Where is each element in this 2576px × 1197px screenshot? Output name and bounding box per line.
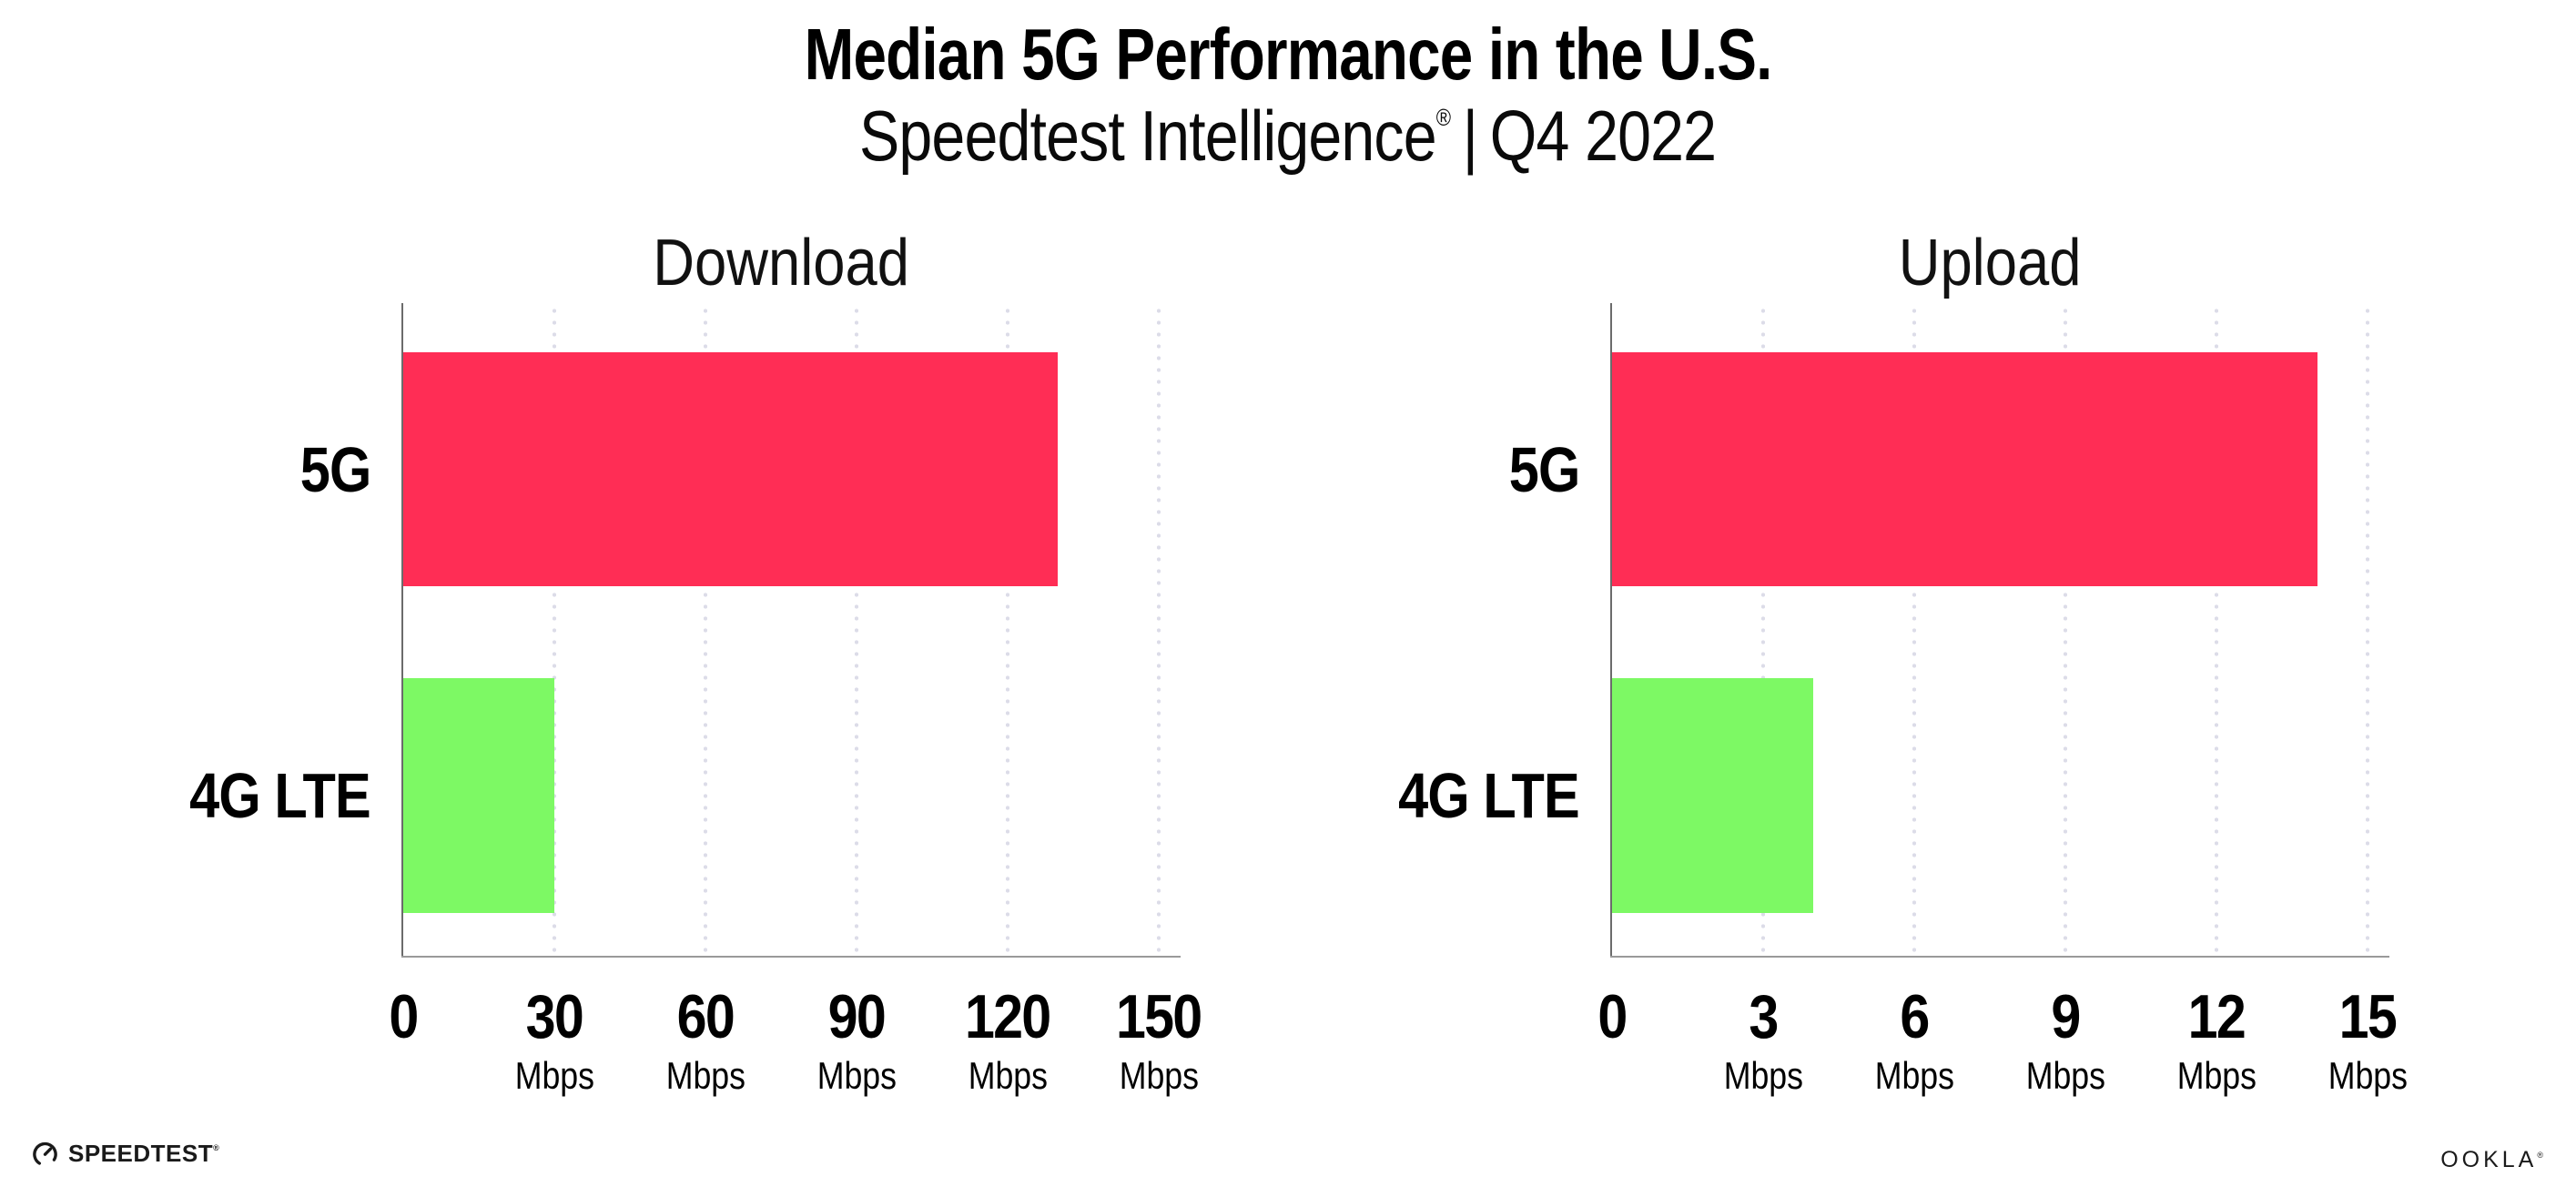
tick-number: 15 [2338, 982, 2398, 1051]
page-subtitle: Speedtest Intelligence® | Q4 2022 [0, 95, 2576, 178]
subtitle-divider: | [1463, 96, 1478, 176]
x-axis-line [401, 956, 1181, 958]
tick-label-30: 30 Mbps [479, 986, 630, 1095]
tick-number: 3 [1749, 982, 1779, 1051]
tick-number: 12 [2187, 982, 2246, 1051]
registered-mark: ® [1436, 104, 1451, 131]
tick-unit: Mbps [1990, 1057, 2141, 1095]
speedtest-gauge-icon [33, 1141, 57, 1167]
bar-5g-upload [1612, 352, 2317, 586]
ookla-registered-mark: ® [2537, 1151, 2547, 1160]
gridline-3 [1761, 305, 1765, 956]
tick-label-90: 90 Mbps [781, 986, 932, 1095]
speedtest-registered-mark: ® [213, 1143, 220, 1152]
tick-unit: Mbps [781, 1057, 932, 1095]
tick-number: 30 [525, 982, 584, 1051]
tick-unit: Mbps [1839, 1057, 1990, 1095]
tick-unit: Mbps [630, 1057, 781, 1095]
tick-unit: Mbps [2292, 1057, 2443, 1095]
tick-unit-text: Mbps [968, 1054, 1048, 1097]
tick-unit: Mbps [479, 1057, 630, 1095]
category-label-text: 5G [299, 433, 371, 505]
tick-number: 0 [1597, 982, 1628, 1051]
gridline-6 [1912, 305, 1916, 956]
tick-label-3: 3 Mbps [1688, 986, 1839, 1095]
tick-unit: Mbps [1688, 1057, 1839, 1095]
gridline-30 [553, 305, 556, 956]
category-label-5g: 5G [6, 352, 371, 586]
chart-upload-title: Upload [1612, 226, 2368, 300]
gridline-90 [855, 305, 858, 956]
plot-area-upload: 5G 4G LTE 0 3 Mbps 6 Mbps 9 Mbps 12 Mbps 15 Mbps [1398, 303, 2408, 1095]
tick-unit-text: Mbps [1874, 1054, 1954, 1097]
tick-label-0: 0 [1536, 986, 1688, 1048]
ookla-wordmark-text: OOKLA [2440, 1147, 2538, 1172]
tick-unit-text: Mbps [816, 1054, 897, 1097]
category-label-text: 4G LTE [1398, 760, 1580, 831]
tick-number: 60 [676, 982, 735, 1051]
gridline-12 [2215, 305, 2218, 956]
chart-title-text: Upload [1898, 227, 2082, 299]
tick-unit-text: Mbps [2328, 1054, 2408, 1097]
gridline-120 [1006, 305, 1009, 956]
category-label-4g-lte: 4G LTE [1215, 678, 1580, 913]
chart-download: Download 5G 4G LTE 0 30 Mbps 60 Mbps 90 Mbps 120 M… [189, 218, 1202, 1138]
chart-download-title: Download [403, 226, 1159, 300]
gridline-15 [2366, 305, 2369, 956]
tick-number: 6 [1900, 982, 1930, 1051]
gridline-9 [2064, 305, 2067, 956]
speedtest-wordmark-text: SPEEDTEST [68, 1140, 214, 1167]
tick-unit: Mbps [932, 1057, 1083, 1095]
category-label-4g-lte: 4G LTE [6, 678, 371, 913]
tick-label-0: 0 [328, 986, 479, 1048]
gridline-150 [1157, 305, 1161, 956]
y-axis-line [1610, 303, 1612, 958]
tick-unit: Mbps [1083, 1057, 1234, 1095]
tick-number: 9 [2051, 982, 2081, 1051]
tick-unit: Mbps [2141, 1057, 2292, 1095]
tick-label-150: 150 Mbps [1083, 986, 1234, 1095]
ookla-wordmark: OOKLA® [2440, 1147, 2547, 1173]
page-title-text: Median 5G Performance in the U.S. [804, 14, 1773, 95]
tick-unit-text: Mbps [2176, 1054, 2257, 1097]
subtitle-brand: Speedtest Intelligence [859, 96, 1437, 176]
ookla-logo: OOKLA® [2440, 1147, 2547, 1173]
tick-label-6: 6 Mbps [1839, 986, 1990, 1095]
gridline-60 [704, 305, 707, 956]
tick-number: 120 [965, 982, 1051, 1051]
plot-area-download: 5G 4G LTE 0 30 Mbps 60 Mbps 90 Mbps 120 Mbps 150 Mbp… [189, 303, 1202, 1095]
category-label-5g: 5G [1215, 352, 1580, 586]
x-axis-line [1610, 956, 2389, 958]
speedtest-logo: SPEEDTEST® [31, 1140, 219, 1168]
bar-4g-lte-download [403, 678, 554, 913]
tick-label-120: 120 Mbps [932, 986, 1083, 1095]
tick-unit-text: Mbps [1723, 1054, 1803, 1097]
category-label-text: 5G [1508, 433, 1580, 505]
page-subtitle-text: Speedtest Intelligence® | Q4 2022 [859, 95, 1717, 178]
y-axis-line [401, 303, 403, 958]
chart-upload: Upload 5G 4G LTE 0 3 Mbps 6 Mbps 9 Mbps 12 Mbps 15 M… [1398, 218, 2408, 1138]
page-title: Median 5G Performance in the U.S. [0, 13, 2576, 96]
tick-label-15: 15 Mbps [2292, 986, 2443, 1095]
tick-number: 90 [827, 982, 887, 1051]
speedtest-wordmark: SPEEDTEST® [68, 1140, 219, 1168]
bar-4g-lte-upload [1612, 678, 1814, 913]
category-label-text: 4G LTE [189, 760, 371, 831]
subtitle-period: Q4 2022 [1490, 96, 1717, 176]
tick-unit-text: Mbps [2025, 1054, 2105, 1097]
tick-unit-text: Mbps [514, 1054, 594, 1097]
chart-title-text: Download [653, 227, 909, 299]
bar-5g-download [403, 352, 1059, 586]
tick-number: 150 [1116, 982, 1202, 1051]
tick-label-9: 9 Mbps [1990, 986, 2141, 1095]
tick-label-12: 12 Mbps [2141, 986, 2292, 1095]
tick-label-60: 60 Mbps [630, 986, 781, 1095]
tick-unit-text: Mbps [1119, 1054, 1199, 1097]
tick-number: 0 [389, 982, 419, 1051]
tick-unit-text: Mbps [665, 1054, 745, 1097]
